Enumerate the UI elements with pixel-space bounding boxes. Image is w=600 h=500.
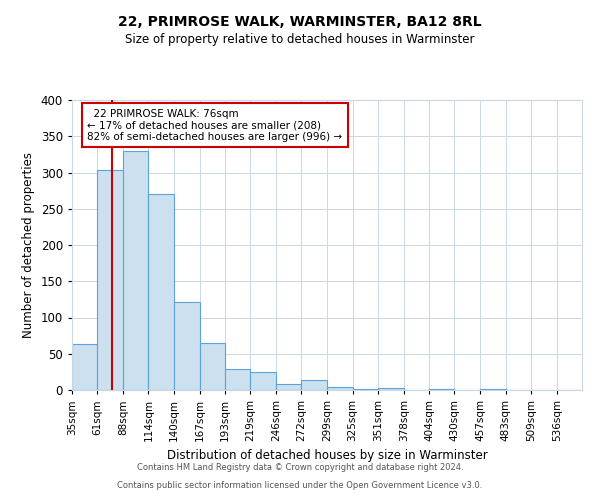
Text: Size of property relative to detached houses in Warminster: Size of property relative to detached ho… [125,32,475,46]
Bar [200,343,225,390]
Bar [276,384,301,390]
Bar [123,151,148,390]
Bar [148,194,173,390]
Bar [250,372,276,390]
Text: 22 PRIMROSE WALK: 76sqm  
← 17% of detached houses are smaller (208)
82% of semi: 22 PRIMROSE WALK: 76sqm ← 17% of detache… [88,108,343,142]
Bar [301,380,328,390]
Bar [378,388,404,390]
Text: Contains public sector information licensed under the Open Government Licence v3: Contains public sector information licen… [118,481,482,490]
Y-axis label: Number of detached properties: Number of detached properties [22,152,35,338]
X-axis label: Distribution of detached houses by size in Warminster: Distribution of detached houses by size … [167,450,487,462]
Bar [173,302,200,390]
Bar [429,388,454,390]
Bar [72,344,97,390]
Text: 22, PRIMROSE WALK, WARMINSTER, BA12 8RL: 22, PRIMROSE WALK, WARMINSTER, BA12 8RL [118,15,482,29]
Bar [328,387,353,390]
Bar [97,170,123,390]
Bar [225,369,250,390]
Text: Contains HM Land Registry data © Crown copyright and database right 2024.: Contains HM Land Registry data © Crown c… [137,464,463,472]
